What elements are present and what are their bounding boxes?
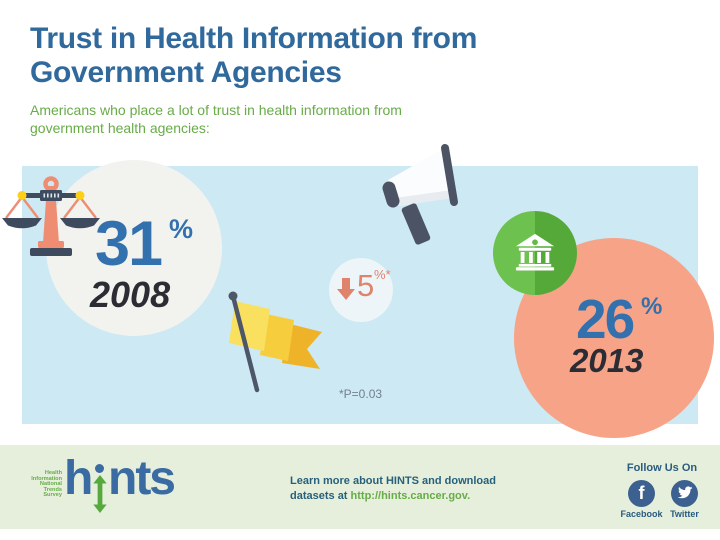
change-badge: 5 %*: [329, 258, 393, 322]
page-title: Trust in Health Information from Governm…: [30, 22, 478, 89]
flag-icon: [228, 291, 322, 393]
cta-line1: Learn more about HINTS and download: [290, 475, 496, 487]
government-building-badge: [493, 211, 577, 295]
twitter-icon: [676, 486, 693, 499]
hints-link[interactable]: http://hints.cancer.gov.: [350, 490, 471, 502]
value-2013: 26: [576, 288, 635, 350]
facebook-icon: f: [638, 483, 645, 503]
twitter-button[interactable]: [671, 480, 698, 507]
follow-us-heading: Follow Us On: [626, 462, 698, 474]
megaphone-icon: [382, 144, 458, 245]
change-value: 5: [357, 268, 375, 303]
facebook-label: Facebook: [620, 509, 663, 519]
value-2008: 31: [95, 209, 163, 279]
twitter-label: Twitter: [670, 509, 699, 519]
logo-letter-h: h: [64, 452, 93, 505]
cta-line2: datasets at http://hints.cancer.gov.: [290, 490, 471, 502]
logo-stacked-words: Health Information National Trends Surve…: [31, 470, 62, 499]
percent-sign-2013: %: [641, 293, 663, 320]
change-superscript: %*: [374, 267, 391, 282]
circle-2008: [46, 160, 222, 336]
year-2008: 2008: [90, 274, 171, 315]
percent-sign-2008: %: [169, 214, 194, 244]
significance-note: *P=0.03: [339, 387, 383, 401]
facebook-button[interactable]: f: [628, 480, 655, 507]
page-subtitle: Americans who place a lot of trust in he…: [30, 102, 402, 136]
scales-of-justice-icon: [2, 176, 100, 256]
year-2013: 2013: [570, 342, 644, 379]
cta-text: Learn more about HINTS and download data…: [290, 474, 496, 504]
down-arrow-icon: [337, 278, 355, 300]
footer: [0, 445, 720, 529]
government-building-icon: [515, 233, 555, 271]
logo-i-dot: [95, 464, 104, 473]
hints-logo: h nts: [64, 455, 194, 517]
logo-letters-nts: nts: [108, 452, 176, 505]
hints-arrow-icon: [93, 475, 107, 513]
